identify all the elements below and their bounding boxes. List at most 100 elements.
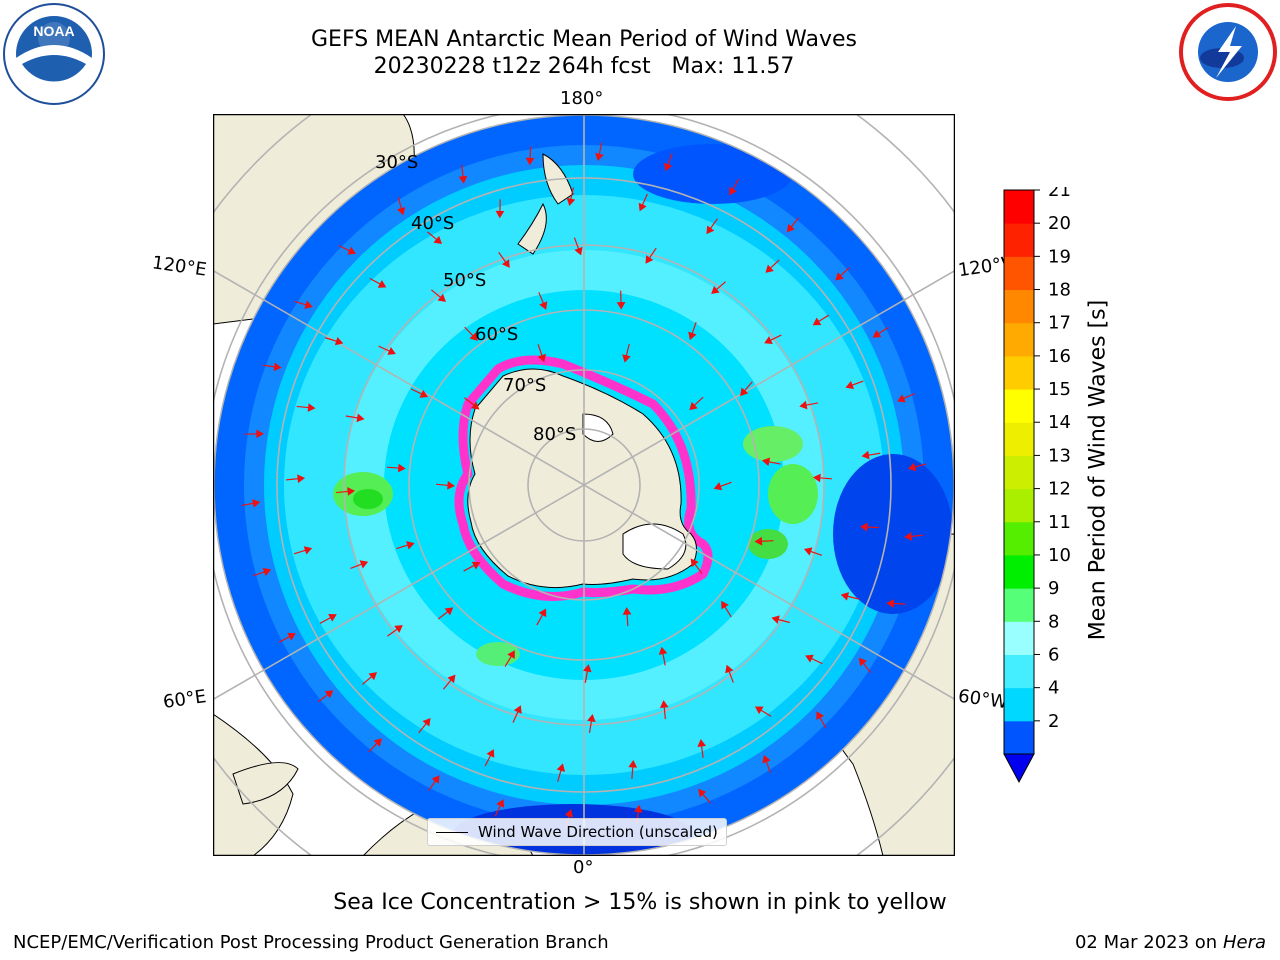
wave-direction-arrow — [754, 706, 772, 717]
colorbar-tick-label: 12 — [1048, 479, 1071, 500]
wave-direction-arrow — [765, 259, 780, 273]
wave-direction-arrow — [840, 592, 860, 601]
wave-direction-arrow — [278, 632, 296, 643]
wave-direction-arrow — [362, 672, 378, 685]
wave-direction-arrow — [338, 245, 356, 255]
colorbar-segment — [1004, 223, 1034, 257]
wave-direction-arrow — [698, 788, 712, 804]
colorbar-segment — [1004, 554, 1034, 589]
lat-label-80: 80°S — [533, 424, 576, 445]
wave-direction-arrow — [595, 142, 604, 162]
wave-direction-arrow — [786, 217, 800, 233]
colorbar-tick-label: 4 — [1048, 678, 1059, 699]
colorbar-segment — [1004, 322, 1034, 357]
wave-direction-arrow — [697, 738, 707, 758]
colorbar-segment — [1004, 256, 1034, 291]
lat-label-40: 40°S — [411, 213, 454, 234]
wave-direction-arrow — [566, 187, 576, 207]
lat-label-50: 50°S — [443, 270, 486, 291]
wave-direction-arrow — [711, 281, 726, 295]
colorbar-tick-label: 13 — [1048, 445, 1071, 466]
colorbar-tick-label: 19 — [1048, 246, 1071, 267]
colorbar: 21 20 19 18 17 16 15 14 13 12 11 10 9 8 6 4 2 — [1000, 180, 1090, 791]
wave-direction-arrow — [573, 237, 583, 256]
colorbar-tick-label: 21 — [1048, 187, 1071, 201]
colorbar-segment — [1004, 488, 1034, 523]
wave-direction-arrow — [845, 380, 864, 390]
wave-direction-arrow — [721, 600, 732, 618]
wave-direction-arrow — [835, 267, 850, 281]
wave-direction-arrow — [498, 252, 510, 268]
wave-direction-arrow — [764, 334, 782, 344]
colorbar-segment — [1004, 289, 1034, 324]
wave-direction-arrow — [688, 321, 697, 341]
svg-text:NOAA: NOAA — [33, 23, 74, 39]
lat-label-60: 60°S — [475, 324, 518, 345]
lat-label-30: 30°S — [375, 152, 418, 173]
colorbar-tick-label: 9 — [1048, 578, 1059, 599]
colorbar-tick-label: 8 — [1048, 611, 1059, 632]
colorbar-tick-label: 11 — [1048, 512, 1071, 533]
wave-direction-arrow — [435, 480, 455, 490]
wave-direction-arrow — [645, 247, 657, 264]
colorbar-tick-label: 16 — [1048, 346, 1071, 367]
wave-direction-arrow — [858, 657, 872, 673]
wave-direction-arrow — [324, 336, 344, 346]
wave-direction-arrow — [663, 153, 673, 172]
lat-label-70: 70°S — [503, 375, 546, 396]
wave-direction-arrow — [907, 462, 927, 472]
wave-direction-arrow — [387, 625, 403, 637]
colorbar-under-extension — [1003, 753, 1035, 784]
wave-direction-arrow — [537, 344, 546, 363]
wave-direction-arrow — [495, 199, 505, 219]
wave-direction-arrow — [418, 718, 431, 734]
wave-direction-arrow — [587, 714, 596, 733]
wave-direction-arrow — [622, 343, 631, 363]
colorbar-frame — [1003, 189, 1035, 755]
wave-direction-arrow — [812, 314, 830, 326]
sea-ice-note: Sea Ice Concentration > 15% is shown in … — [333, 890, 947, 915]
wave-direction-arrow — [350, 560, 369, 569]
chart-title: GEFS MEAN Antarctic Mean Period of Wind … — [311, 27, 857, 52]
footer-date-text: 02 Mar 2023 on — [1074, 932, 1218, 953]
footer-date: 02 Mar 2023 on Hera — [1075, 932, 1266, 953]
colorbar-segment — [1004, 355, 1034, 390]
wave-direction-arrow — [729, 178, 740, 196]
wave-direction-arrow — [761, 457, 781, 467]
wave-direction-arrow — [799, 400, 819, 410]
wave-direction-arrow — [816, 711, 827, 729]
wave-direction-arrow — [556, 763, 566, 782]
colorbar-tick-label: 14 — [1048, 412, 1071, 433]
lon-label-180: 180° — [560, 88, 604, 109]
noaa-logo: NOAA — [2, 2, 106, 110]
wave-direction-arrow — [622, 607, 632, 627]
wave-direction-arrow — [725, 664, 734, 683]
wave-direction-arrow — [754, 536, 774, 546]
wave-direction-arrow — [762, 754, 772, 773]
wave-direction-arrow — [872, 326, 889, 338]
wave-direction-arrow — [396, 541, 415, 550]
colorbar-segment — [1004, 422, 1034, 456]
colorbar-tick-label: 15 — [1048, 379, 1071, 400]
wave-direction-arrow — [538, 292, 548, 310]
wave-direction-arrow — [583, 664, 592, 683]
wave-direction-arrow — [706, 218, 718, 235]
chart-subtitle: 20230228 t12z 264h fcst Max: 11.57 — [373, 54, 795, 79]
wave-direction-arrow — [442, 674, 456, 690]
wave-direction-arrow — [658, 646, 668, 666]
colorbar-tick-label: 17 — [1048, 313, 1071, 334]
wave-direction-arrow — [740, 381, 753, 397]
colorbar-segment — [1004, 588, 1034, 622]
colorbar-segment — [1004, 389, 1034, 423]
wave-direction-arrow — [369, 277, 387, 288]
wave-direction-arrow — [437, 607, 454, 620]
wave-direction-arrow — [294, 300, 313, 309]
lon-label-60e: 60°E — [161, 686, 208, 713]
wave-direction-arrow — [628, 759, 638, 779]
wave-direction-arrow — [464, 397, 480, 410]
wave-direction-arrow — [386, 463, 406, 473]
wave-direction-arrow — [771, 615, 790, 624]
wave-direction-arrow — [536, 608, 547, 626]
wave-direction-arrow — [293, 546, 313, 555]
wave-direction-arrow — [427, 231, 443, 245]
